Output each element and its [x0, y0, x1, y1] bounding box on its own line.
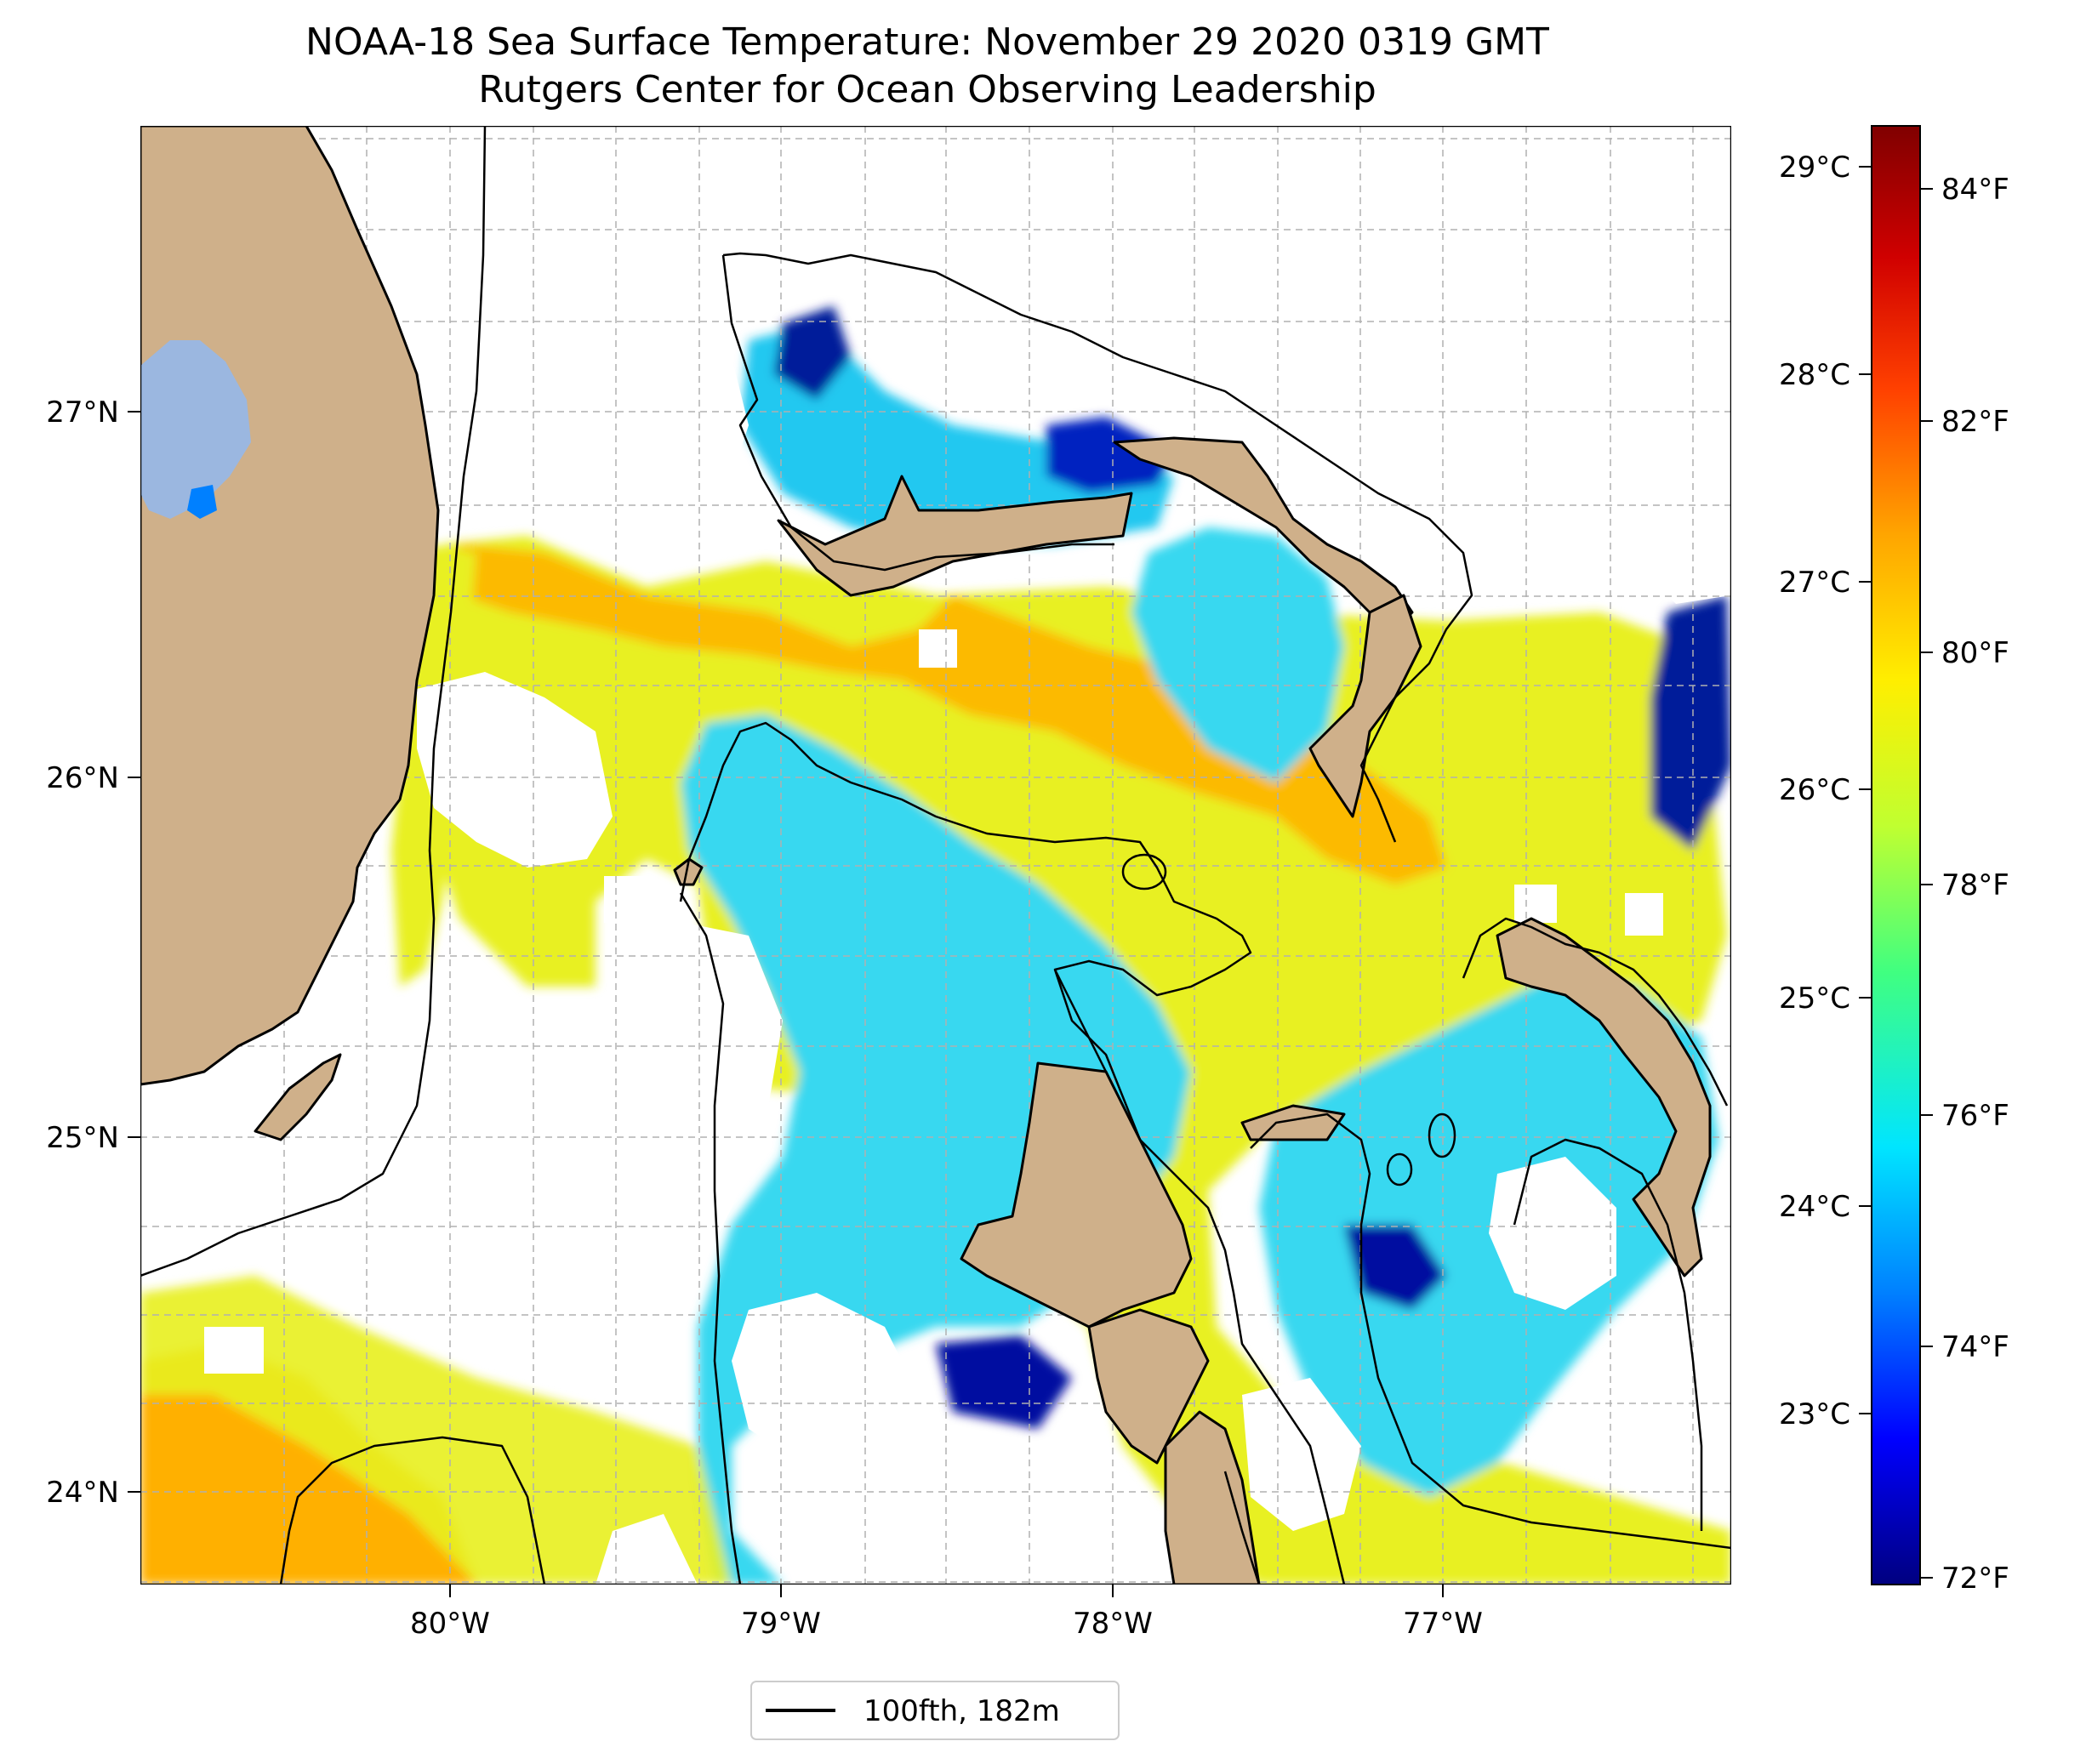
colorbar-bar — [1871, 125, 1921, 1585]
colorbar-celsius-label: 25°C — [1779, 982, 1850, 1016]
colorbar-celsius-label: 23°C — [1779, 1397, 1850, 1431]
colorbar-fahrenheit-label: 80°F — [1941, 636, 2009, 670]
isobath-exuma-sound — [1513, 1138, 1703, 1531]
colorbar-fahrenheit-label: 74°F — [1941, 1330, 2009, 1364]
legend-box — [750, 1681, 1120, 1740]
andros-tail — [1164, 1410, 1261, 1585]
lon-tick-label: 80°W — [410, 1607, 490, 1641]
sst-deep-blue-north2 — [1046, 417, 1174, 493]
map-area — [140, 126, 1731, 1585]
longitude-labels: 80°W 79°W 78°W 77°W — [410, 1607, 1483, 1641]
lon-tick-label: 78°W — [1073, 1607, 1153, 1641]
lat-tick-label: 27°N — [46, 395, 119, 430]
colorbar-celsius-label: 27°C — [1779, 566, 1850, 600]
sst-cyan-north — [740, 323, 1174, 544]
isobath-great-bahama-bank — [679, 721, 1346, 1585]
isobath-andros-shelf — [1053, 969, 1125, 1107]
andros-south — [1087, 1308, 1210, 1465]
andros-north — [960, 1061, 1193, 1329]
cloud-patch — [1514, 885, 1557, 923]
lat-tick-label: 26°N — [46, 761, 119, 795]
isobath-eleuthera-shelf — [1462, 917, 1729, 1107]
florida-keys — [254, 1053, 342, 1141]
eleuthera — [1496, 917, 1712, 1277]
cloud-patch — [919, 629, 957, 668]
colorbar-fahrenheit-label: 84°F — [1941, 173, 2009, 207]
colorbar-celsius-ticks — [1859, 166, 1872, 1414]
sst-deep-blue-southeast — [1344, 1225, 1446, 1310]
axis-ticks — [128, 411, 1444, 1597]
colorbar-fahrenheit-ticks — [1920, 188, 1933, 1579]
isobath-100fth — [140, 126, 1731, 1585]
isobath-central-channel — [679, 892, 742, 1585]
cloud-patch — [596, 1514, 698, 1585]
colorbar-fahrenheit-label: 72°F — [1941, 1562, 2009, 1596]
sst-deep-blue-east — [1650, 595, 1731, 851]
cloud-patch — [1625, 893, 1663, 936]
cloud-patch — [281, 1072, 408, 1293]
colorbar-celsius-label: 28°C — [1779, 358, 1850, 392]
lat-tick-label: 25°N — [46, 1121, 119, 1155]
title-line1: NOAA-18 Sea Surface Temperature: Novembe… — [305, 20, 1549, 64]
sst-yellow-southwest — [140, 1276, 732, 1585]
isobath-tongue-of-ocean — [1250, 1112, 1731, 1550]
sst-cyan-east — [1259, 978, 1718, 1497]
cloud-patch — [732, 1293, 919, 1463]
grand-bahama — [777, 475, 1133, 597]
sst-deep-blue-south — [936, 1335, 1072, 1429]
seamount-contour — [1121, 853, 1167, 891]
colorbar-celsius-label: 24°C — [1779, 1190, 1850, 1224]
seamount-contour — [1428, 1112, 1456, 1158]
sst-deep-blue-north — [774, 306, 851, 400]
isobath-little-bahama-bank — [722, 252, 1473, 843]
colorbar-celsius-label: 26°C — [1779, 773, 1850, 807]
lake-okeechobee-blue-edge — [187, 485, 217, 519]
colorbar-fahrenheit-label: 78°F — [1941, 868, 2009, 902]
colorbar-celsius-label: 29°C — [1779, 151, 1850, 185]
colorbar: 29°C 28°C 27°C 26°C 25°C 24°C 23°C 84°F … — [1779, 125, 2009, 1596]
legend-label: 100fth, 182m — [863, 1694, 1060, 1728]
isobath-south-channel — [1223, 1471, 1261, 1585]
seamount-contours — [1121, 853, 1456, 1186]
sst-cyan-northeast — [1131, 527, 1344, 782]
lat-tick-label: 24°N — [46, 1476, 119, 1510]
isobath-florida-shelf — [140, 126, 487, 1277]
legend: 100fth, 182m — [750, 1681, 1120, 1740]
cloud-patch — [204, 1327, 264, 1374]
colorbar-fahrenheit-label: 82°F — [1941, 405, 2009, 439]
isobath-grand-bahama-inner — [721, 254, 1114, 572]
great-abaco-south — [1308, 594, 1422, 818]
cloud-patch — [1242, 1378, 1361, 1531]
sst-warm-band — [459, 544, 1446, 885]
cloud-patch — [1191, 126, 1731, 604]
cloud-patch — [485, 919, 783, 1327]
cloud-patch — [604, 876, 655, 923]
lon-tick-label: 79°W — [741, 1607, 821, 1641]
isobath-cay-sal — [279, 1436, 546, 1585]
lake-okeechobee — [140, 340, 251, 519]
bimini — [673, 857, 704, 886]
cloud-patch — [417, 672, 613, 868]
latitude-labels: 27°N 26°N 25°N 24°N — [46, 395, 119, 1510]
colorbar-fahrenheit-label: 76°F — [1941, 1099, 2009, 1133]
seamount-contour — [1386, 1152, 1413, 1186]
lon-tick-label: 77°W — [1403, 1607, 1483, 1641]
title-line2: Rutgers Center for Ocean Observing Leade… — [478, 68, 1376, 111]
